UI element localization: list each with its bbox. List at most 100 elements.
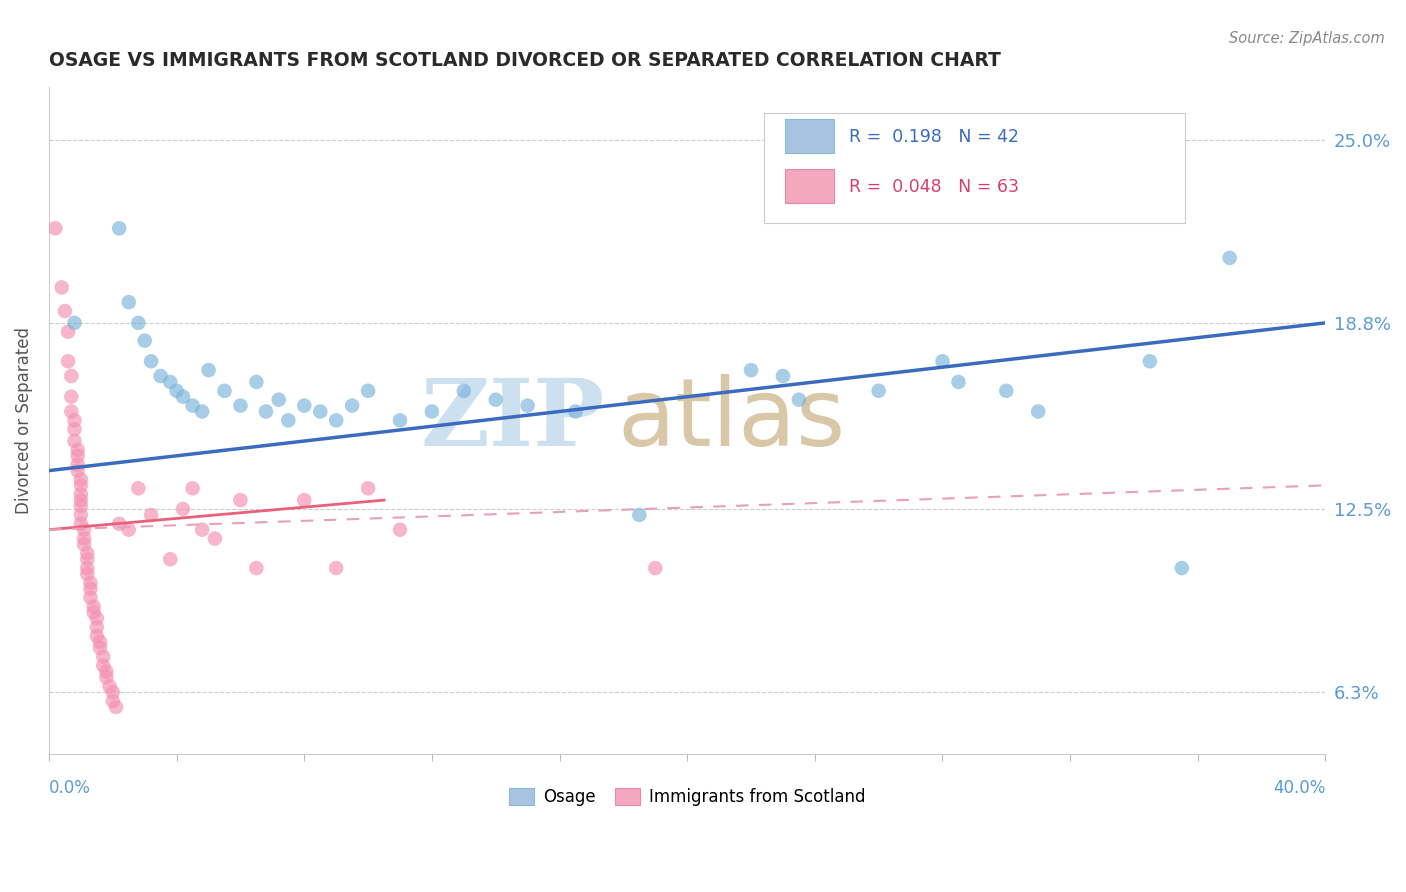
Point <box>70 487 93 501</box>
Text: atlas: atlas <box>617 375 845 467</box>
Point <box>644 561 666 575</box>
Point <box>1219 251 1241 265</box>
Point <box>76 561 98 575</box>
Point <box>127 481 149 495</box>
Point <box>340 399 363 413</box>
Point <box>44 221 66 235</box>
Point <box>56 354 79 368</box>
Point <box>166 384 188 398</box>
Point <box>931 354 953 368</box>
Point <box>56 325 79 339</box>
Point <box>420 404 443 418</box>
Text: 40.0%: 40.0% <box>1272 779 1326 797</box>
Point <box>214 384 236 398</box>
Point <box>159 375 181 389</box>
Text: 0.0%: 0.0% <box>49 779 91 797</box>
Point <box>388 413 411 427</box>
Point <box>91 658 114 673</box>
Point <box>76 566 98 581</box>
Point <box>86 611 108 625</box>
Point <box>66 442 89 457</box>
Point <box>60 369 83 384</box>
Point <box>70 499 93 513</box>
Point <box>118 295 141 310</box>
Point <box>73 537 96 551</box>
Point <box>60 404 83 418</box>
Point <box>181 399 204 413</box>
Point <box>277 413 299 427</box>
Point <box>86 620 108 634</box>
Y-axis label: Divorced or Separated: Divorced or Separated <box>15 326 32 514</box>
Point <box>96 665 118 679</box>
Point <box>181 481 204 495</box>
Point <box>139 508 162 522</box>
Point <box>53 304 76 318</box>
Text: OSAGE VS IMMIGRANTS FROM SCOTLAND DIVORCED OR SEPARATED CORRELATION CHART: OSAGE VS IMMIGRANTS FROM SCOTLAND DIVORC… <box>49 51 1001 70</box>
Point <box>127 316 149 330</box>
Point <box>73 532 96 546</box>
Point <box>101 685 124 699</box>
Point <box>1171 561 1194 575</box>
Point <box>63 316 86 330</box>
Point <box>70 472 93 486</box>
Point <box>70 493 93 508</box>
Point <box>1026 404 1049 418</box>
Point <box>79 591 101 605</box>
Point <box>60 390 83 404</box>
Point <box>995 384 1018 398</box>
Point <box>245 375 267 389</box>
Point <box>83 599 105 614</box>
Point <box>357 481 380 495</box>
Point <box>139 354 162 368</box>
Point <box>79 582 101 596</box>
Point <box>83 606 105 620</box>
Point <box>66 464 89 478</box>
Point <box>309 404 332 418</box>
Point <box>108 516 131 531</box>
Point <box>325 561 347 575</box>
Point <box>197 363 219 377</box>
Point <box>388 523 411 537</box>
Point <box>172 390 194 404</box>
Point <box>191 404 214 418</box>
Point <box>204 532 226 546</box>
Point <box>267 392 290 407</box>
Point <box>787 392 810 407</box>
Point <box>134 334 156 348</box>
Point <box>948 375 970 389</box>
Point <box>149 369 172 384</box>
Point <box>66 458 89 472</box>
Point <box>51 280 73 294</box>
Point <box>772 369 794 384</box>
Point <box>70 478 93 492</box>
Point <box>63 413 86 427</box>
Legend: Osage, Immigrants from Scotland: Osage, Immigrants from Scotland <box>502 781 872 813</box>
Point <box>79 575 101 590</box>
Point <box>63 422 86 436</box>
Point <box>89 635 111 649</box>
Point <box>516 399 538 413</box>
Point <box>325 413 347 427</box>
Point <box>868 384 890 398</box>
Point <box>357 384 380 398</box>
Text: ZIP: ZIP <box>420 376 605 466</box>
Point <box>70 508 93 522</box>
Point <box>104 700 127 714</box>
Point <box>118 523 141 537</box>
Point <box>245 561 267 575</box>
Point <box>292 399 315 413</box>
FancyBboxPatch shape <box>786 169 834 203</box>
FancyBboxPatch shape <box>763 113 1185 223</box>
Point <box>740 363 762 377</box>
Point <box>96 670 118 684</box>
Point <box>86 629 108 643</box>
Text: Source: ZipAtlas.com: Source: ZipAtlas.com <box>1229 31 1385 46</box>
Point <box>564 404 586 418</box>
Point <box>159 552 181 566</box>
Point <box>66 449 89 463</box>
Point <box>108 221 131 235</box>
Point <box>191 523 214 537</box>
Point <box>292 493 315 508</box>
Point <box>1139 354 1161 368</box>
Point <box>76 546 98 560</box>
